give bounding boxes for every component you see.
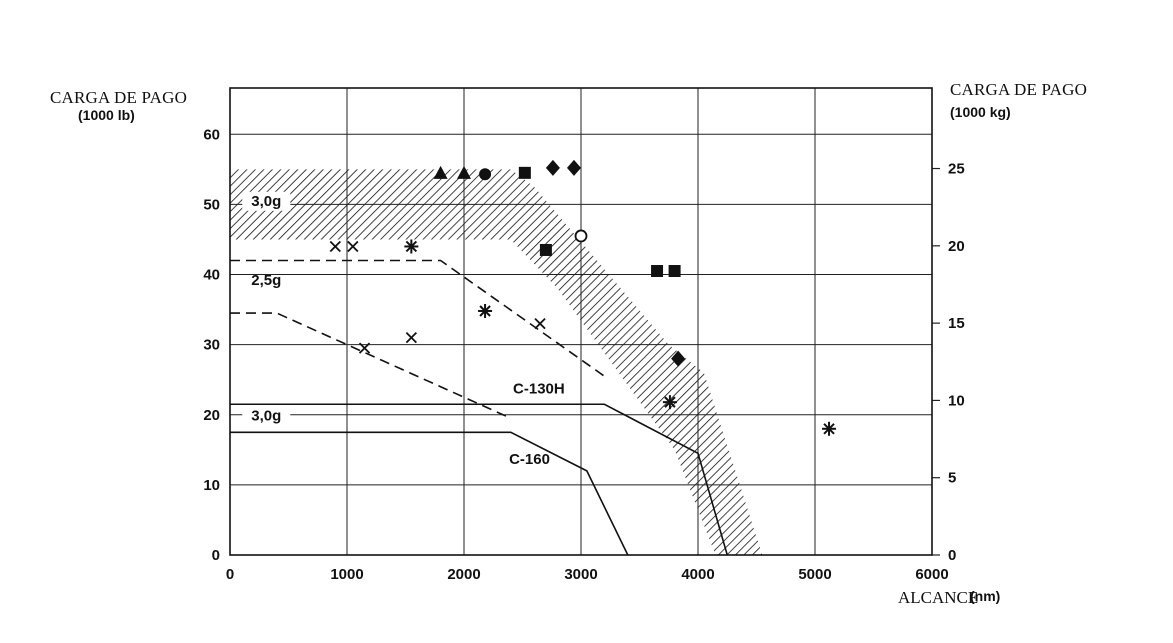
svg-text:C-130H: C-130H bbox=[513, 381, 565, 398]
annotation-label: 2,5g bbox=[251, 272, 281, 289]
svg-text:3,0g: 3,0g bbox=[251, 407, 281, 424]
y-left-tick-label: 10 bbox=[203, 477, 220, 494]
y-left-tick-label: 0 bbox=[212, 547, 220, 564]
circle-filled-marker bbox=[479, 168, 492, 181]
y-axis-left-unit: (1000 lb) bbox=[78, 107, 135, 123]
x-tick-label: 4000 bbox=[681, 566, 714, 583]
triangle-marker bbox=[433, 165, 448, 179]
asterisk-marker bbox=[478, 303, 493, 318]
annotation-label: 3,0g bbox=[242, 406, 291, 426]
y-left-tick-label: 30 bbox=[203, 337, 220, 354]
x-tick-label: 2000 bbox=[447, 566, 480, 583]
y-left-tick-label: 20 bbox=[203, 407, 220, 424]
y-axis-right-unit: (1000 kg) bbox=[950, 104, 1011, 120]
y-left-tick-label: 50 bbox=[203, 196, 220, 213]
asterisk-marker bbox=[404, 239, 419, 254]
x-marker bbox=[358, 342, 371, 354]
y-right-tick-label: 10 bbox=[948, 392, 965, 409]
line-dashed-lower bbox=[230, 312, 512, 419]
diamond-marker bbox=[671, 350, 686, 367]
y-right-tick-label: 0 bbox=[948, 547, 956, 564]
square-marker bbox=[518, 166, 531, 179]
y-axis-left-title: CARGA DE PAGO bbox=[50, 88, 188, 107]
circle-open-marker bbox=[574, 229, 588, 243]
svg-text:C-160: C-160 bbox=[509, 451, 550, 468]
y-left-tick-label: 60 bbox=[203, 126, 220, 143]
x-axis-title: ALCANCE bbox=[898, 588, 979, 607]
x-marker bbox=[534, 317, 546, 330]
y-right-tick-label: 5 bbox=[948, 470, 956, 487]
asterisk-marker bbox=[822, 421, 837, 436]
y-axis-right-title: CARGA DE PAGO bbox=[950, 80, 1088, 99]
triangle-marker bbox=[457, 165, 471, 179]
line-c-130h bbox=[230, 403, 729, 555]
svg-text:2,5g: 2,5g bbox=[251, 272, 281, 289]
annotation-label: C-130H bbox=[513, 381, 565, 398]
square-marker bbox=[539, 243, 552, 256]
x-tick-label: 6000 bbox=[915, 566, 948, 583]
annotation-label: C-160 bbox=[509, 451, 550, 468]
x-tick-label: 5000 bbox=[798, 566, 831, 583]
line-c-160 bbox=[230, 431, 629, 555]
x-tick-label: 0 bbox=[226, 566, 234, 583]
y-right-tick-label: 25 bbox=[948, 161, 965, 178]
square-marker bbox=[651, 265, 664, 278]
annotation-label: 3,0g bbox=[242, 191, 291, 211]
x-marker bbox=[405, 331, 417, 344]
diamond-marker bbox=[566, 159, 581, 176]
square-marker bbox=[668, 265, 681, 278]
asterisk-marker bbox=[662, 395, 677, 410]
y-right-tick-label: 20 bbox=[948, 238, 965, 255]
x-axis-unit: (nm) bbox=[970, 588, 1001, 604]
y-left-tick-label: 40 bbox=[203, 267, 220, 284]
line-dashed-upper bbox=[230, 259, 605, 377]
x-tick-label: 1000 bbox=[330, 566, 363, 583]
diamond-marker bbox=[545, 159, 560, 176]
x-tick-label: 3000 bbox=[564, 566, 597, 583]
svg-text:3,0g: 3,0g bbox=[251, 193, 281, 210]
y-right-tick-label: 15 bbox=[948, 315, 965, 332]
plot-border bbox=[229, 87, 933, 556]
x-marker bbox=[329, 240, 341, 253]
x-marker bbox=[347, 240, 359, 253]
